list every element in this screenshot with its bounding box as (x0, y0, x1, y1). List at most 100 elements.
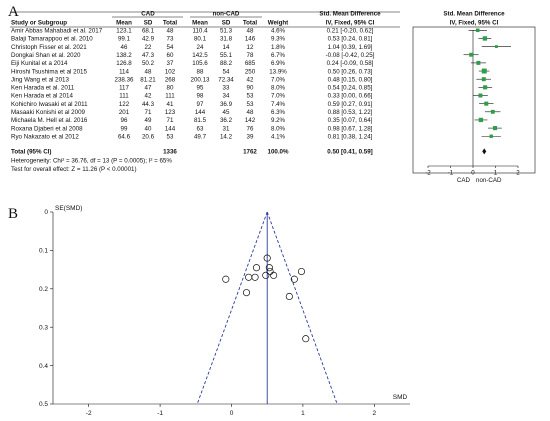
weight-cell: 9.2% (271, 117, 286, 124)
noncad-mean-cell: 142.5 (192, 52, 208, 59)
study-effect-marker (481, 77, 486, 82)
cad-total-cell: 144 (165, 125, 176, 132)
study-name: Hiroshi Tsushima et al 2015 (11, 68, 87, 75)
smd-ci-cell: 0.53 [0.24, 0.81] (328, 36, 373, 43)
noncad-total-cell: 90 (247, 85, 254, 92)
favours-left-label: CAD (457, 177, 471, 184)
cad-mean-cell: 96 (121, 117, 128, 124)
smd-ci-cell: 0.54 [0.24, 0.85] (328, 85, 373, 92)
noncad-sd-cell: 36.2 (220, 117, 233, 124)
total-label: Total (95% CI) (11, 149, 51, 156)
panel-label-a: A (8, 4, 19, 20)
smd-ci-cell: 0.48 [0.15, 0.80] (328, 76, 373, 83)
study-point (302, 335, 310, 343)
study-name: Michaela M. Hell et al. 2016 (11, 117, 88, 124)
smd-ci-cell: 0.98 [0.67, 1.28] (328, 125, 373, 132)
study-effect-marker (475, 28, 480, 33)
noncad-sd-header: SD (222, 20, 231, 27)
cad-mean-header: Mean (116, 20, 132, 27)
funnel-y-axis-label: SE(SMD) (55, 205, 82, 212)
cad-total-cell: 102 (165, 68, 176, 75)
pooled-effect-diamond (482, 148, 487, 155)
study-name: Jing Wang et al 2013 (11, 76, 69, 83)
cad-sd-cell: 42.9 (142, 36, 155, 43)
noncad-mean-cell: 49.7 (194, 133, 207, 140)
cad-group-header: CAD (141, 11, 155, 18)
cad-mean-cell: 122 (119, 101, 130, 108)
weight-cell: 4.1% (271, 133, 286, 140)
cad-total-header: Total (163, 20, 178, 27)
noncad-sd-cell: 88.2 (220, 60, 233, 67)
cad-total-cell: 37 (167, 60, 174, 67)
noncad-sd-cell: 33 (223, 85, 230, 92)
noncad-sd-cell: 14 (223, 44, 230, 51)
noncad-total-cell: 42 (247, 76, 254, 83)
cad-total-cell: 48 (167, 28, 174, 35)
smd-ci-cell: 1.04 [0.39, 1.69] (328, 44, 373, 51)
overall-effect-text: Test for overall effect: Z = 11.26 (P < … (11, 166, 137, 173)
study-point (245, 273, 253, 281)
smd-ci-cell: 0.59 [0.27, 0.91] (328, 101, 373, 108)
noncad-mean-cell: 97 (197, 101, 204, 108)
weight-cell: 4.6% (271, 28, 286, 35)
cad-total-cell: 123 (165, 109, 176, 116)
funnel-y-tick-label: 0.2 (39, 286, 48, 293)
smd-ci-cell: -0.08 [-0.42, 0.25] (326, 52, 375, 59)
noncad-total-cell: 48 (247, 109, 254, 116)
forest-plot-frame (412, 26, 536, 174)
weight-cell: 6.7% (271, 52, 286, 59)
study-point (263, 254, 271, 262)
study-name: Eiji Kunital et a 2014 (11, 60, 68, 67)
cad-sd-cell: 40 (145, 125, 152, 132)
cad-sd-cell: 68.1 (142, 28, 155, 35)
total-smd-ci: 0.50 [0.41, 0.59] (327, 149, 372, 156)
cad-mean-cell: 201 (119, 109, 130, 116)
noncad-mean-cell: 63 (197, 125, 204, 132)
total-weight: 100.0% (268, 149, 289, 156)
cad-total-cell: 268 (165, 76, 176, 83)
weight-cell: 13.9% (269, 68, 287, 75)
noncad-total-cell: 76 (247, 125, 254, 132)
smd-method-header: IV, Fixed, 95% CI (326, 20, 375, 27)
cad-sd-cell: 22 (145, 44, 152, 51)
study-name: Amir Abbas Mahabadi et al. 2017 (11, 28, 103, 35)
study-effect-marker (494, 45, 498, 49)
study-point (270, 271, 278, 279)
noncad-sd-cell: 72.34 (218, 76, 234, 83)
cad-sd-cell: 71 (145, 109, 152, 116)
funnel-x-tick-label: -1 (157, 410, 163, 417)
noncad-mean-cell: 144 (195, 109, 206, 116)
study-effect-marker (482, 36, 488, 41)
noncad-mean-cell: 200.13 (191, 76, 210, 83)
noncad-total-cell: 78 (247, 52, 254, 59)
forest-x-tick-label: 1 (494, 170, 498, 177)
cad-sd-cell: 81.21 (140, 76, 156, 83)
study-effect-marker (490, 109, 495, 114)
heterogeneity-text: Heterogeneity: Chi² = 36.76, df = 13 (P … (11, 158, 172, 165)
weight-cell: 7.0% (271, 93, 286, 100)
noncad-total-cell: 142 (245, 117, 256, 124)
noncad-total-cell: 685 (245, 60, 256, 67)
cad-mean-cell: 99 (121, 125, 128, 132)
weight-header: Weight (268, 20, 289, 27)
cad-mean-cell: 114 (119, 68, 129, 75)
weight-cell: 1.8% (271, 44, 286, 51)
study-effect-marker (478, 93, 483, 98)
cad-sd-cell: 44.3 (142, 101, 155, 108)
noncad-mean-cell: 81.5 (194, 117, 207, 124)
study-point (285, 292, 293, 301)
funnel-y-tick-label: 0.4 (39, 363, 48, 370)
forest-x-tick-label: 2 (516, 170, 520, 177)
smd-ci-cell: 0.35 [0.07, 0.64] (328, 117, 373, 124)
funnel-x-tick-label: 2 (372, 410, 376, 417)
study-effect-marker (478, 117, 484, 123)
cad-mean-cell: 238.36 (115, 76, 134, 83)
study-point (297, 267, 306, 276)
weight-cell: 9.3% (271, 36, 286, 43)
cad-sd-cell: 49 (145, 117, 152, 124)
plot-group-header: Std. Mean Difference (443, 11, 505, 18)
study-name: Ryo Nakazato et al 2012 (11, 133, 79, 140)
noncad-mean-cell: 95 (197, 85, 204, 92)
noncad-sd-cell: 54 (223, 68, 230, 75)
